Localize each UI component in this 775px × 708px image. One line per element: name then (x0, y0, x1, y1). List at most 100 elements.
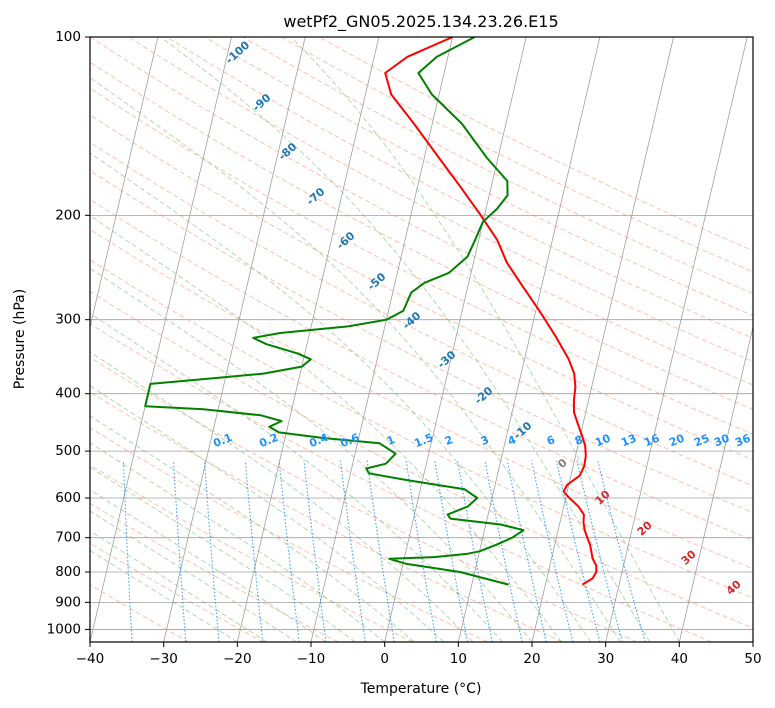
moist-adiabat (90, 152, 592, 642)
moist-adiabat (90, 385, 444, 642)
dry-adiabat (90, 464, 414, 642)
moist-adiabat (90, 549, 238, 642)
y-tick-label: 700 (55, 530, 81, 546)
x-axis-label: Temperature (°C) (360, 681, 482, 697)
mixing-ratio-label: 3 (479, 433, 491, 448)
background-lines (0, 37, 753, 643)
y-tick-label: 800 (55, 564, 81, 580)
mixing-ratio-label: 10 (593, 432, 612, 450)
x-tick-label: 0 (380, 651, 389, 667)
isotherm-line (457, 37, 601, 642)
dry-adiabat (90, 323, 712, 642)
dry-adiabat (90, 61, 753, 410)
moist-adiabat (290, 37, 680, 642)
x-tick-label: 20 (523, 651, 540, 667)
mixing-ratio-label: 36 (733, 432, 752, 450)
dry-adiabat (90, 290, 753, 629)
mixing-ratio-line (597, 460, 646, 642)
mixing-ratio-label: 1 (385, 433, 397, 448)
moist-adiabat (90, 530, 268, 642)
mixing-ratio-line (122, 460, 133, 642)
x-tick-label: 40 (671, 651, 688, 667)
x-axis-ticks: −40 −30 −20 −10 0 10 20 30 40 50 (76, 642, 762, 667)
y-tick-label: 600 (55, 490, 81, 506)
moist-adiabat (90, 466, 356, 642)
mixing-ratio-line (76, 461, 81, 643)
dry-adiabat (128, 37, 753, 363)
moist-adiabat (90, 415, 415, 642)
isotherm-label: -100 (223, 38, 252, 66)
dry-adiabat (319, 37, 753, 252)
isotherm-label: -30 (435, 348, 459, 371)
x-tick-label: 50 (744, 651, 761, 667)
isotherm-line (384, 37, 527, 642)
mixing-ratio-label: 16 (642, 432, 661, 450)
mixing-ratio-label: 30 (712, 432, 731, 450)
mixing-ratio-line (366, 460, 395, 642)
mixing-ratio-line (456, 460, 493, 642)
temperature-profile (384, 37, 598, 586)
x-tick-label: −10 (297, 651, 326, 667)
dry-adiabat (90, 542, 264, 642)
dry-adiabat (166, 37, 753, 339)
y-tick-label: 900 (55, 594, 81, 610)
isotherm-label: -80 (276, 140, 300, 163)
isotherm-label: -60 (334, 229, 358, 252)
mixing-ratio-line (203, 460, 220, 642)
mixing-ratio-label: 1.5 (412, 431, 435, 450)
isotherm-label: 10 (593, 487, 613, 507)
dry-adiabat (90, 87, 753, 435)
dry-adiabat (90, 114, 753, 461)
mixing-ratio-line (506, 460, 547, 642)
moist-adiabat (90, 214, 562, 642)
moist-adiabat (90, 442, 386, 642)
mixing-ratio-line (434, 460, 469, 642)
y-tick-label: 100 (55, 29, 81, 45)
mixing-ratio-label: 25 (692, 432, 711, 450)
moist-adiabat (90, 489, 326, 642)
mixing-ratio-label: 13 (619, 432, 638, 450)
dry-adiabat (90, 141, 753, 487)
isotherm-label: -40 (400, 309, 424, 332)
mixing-ratio-label: 6 (545, 433, 557, 448)
dry-adiabat (90, 37, 753, 386)
isotherm-line (531, 37, 674, 642)
isotherm-line (678, 325, 753, 642)
mixing-ratio-label: 0.6 (338, 431, 361, 450)
dry-adiabat (90, 427, 488, 642)
moist-adiabat (90, 76, 621, 642)
isotherm-label: -50 (365, 270, 389, 293)
mixing-ratio-labels: 0.1 0.2 0.4 0.6 1 1.5 2 3 4 6 8 10 13 16 20 25 30 36 (211, 431, 752, 450)
mixing-ratio-line (278, 460, 300, 642)
mixing-ratio-line (531, 460, 574, 642)
mixing-ratio-line (576, 460, 623, 642)
isotherm-label: 40 (724, 577, 744, 597)
moist-adiabat (90, 312, 503, 642)
dewpoint-profile (144, 37, 525, 586)
mixing-ratio-line (173, 460, 187, 642)
mixing-ratio-label: 0.4 (307, 431, 330, 450)
mixing-ratio-line (339, 460, 366, 642)
x-tick-label: 30 (597, 651, 614, 667)
mixing-ratio-line (555, 460, 601, 642)
isotherm-label: -20 (472, 384, 496, 407)
y-tick-label: 400 (55, 386, 81, 402)
y-axis-label: Pressure (hPa) (12, 289, 28, 389)
dry-adiabat (280, 37, 753, 273)
isotherm-line (163, 37, 306, 642)
dry-adiabat (90, 502, 339, 642)
mixing-ratio-line (484, 460, 523, 642)
dry-adiabat (90, 170, 753, 514)
isotherm-label: -70 (304, 185, 328, 208)
y-tick-label: 200 (55, 207, 81, 223)
isotherm-label: 0 (555, 456, 570, 471)
isotherm-line (0, 37, 11, 642)
isotherm-line (236, 37, 380, 642)
dry-adiabat (90, 228, 753, 570)
mixing-ratio-line (244, 460, 264, 642)
y-tick-label: 300 (55, 312, 81, 328)
moist-adiabat (90, 351, 474, 642)
dry-adiabat (90, 259, 753, 599)
chart-title: wetPf2_GN05.2025.134.23.26.E15 (283, 12, 558, 32)
